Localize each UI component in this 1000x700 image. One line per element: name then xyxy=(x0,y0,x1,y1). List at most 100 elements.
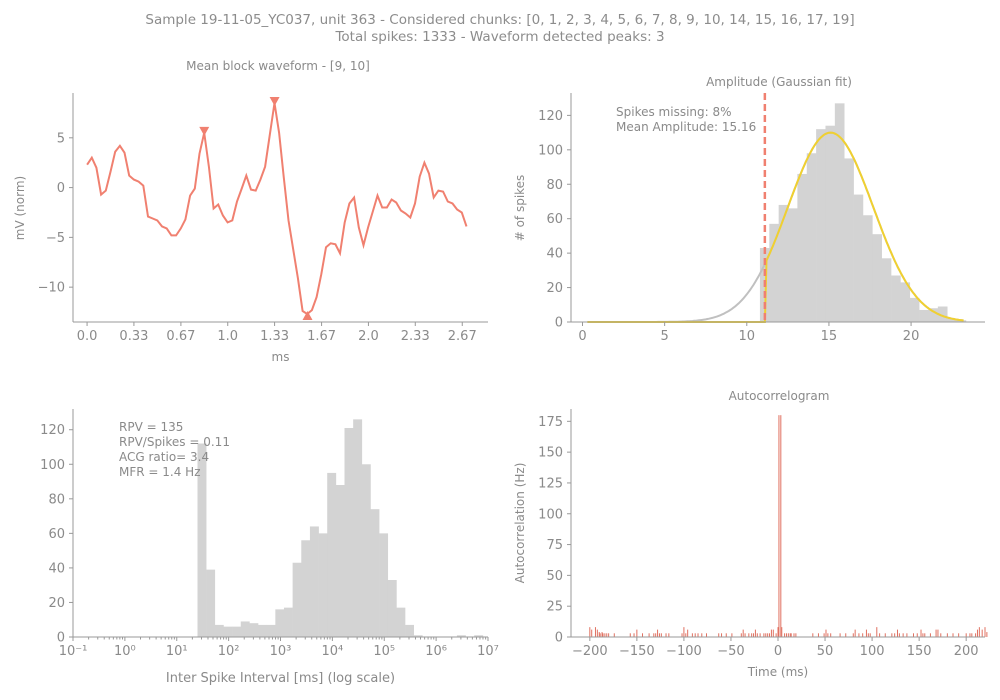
acg-bar xyxy=(830,633,832,637)
x-tick-label: 10³ xyxy=(270,644,292,659)
acg-bar xyxy=(763,633,765,637)
acg-bar xyxy=(778,415,780,637)
acg-bar xyxy=(613,633,615,637)
amplitude-bar xyxy=(853,194,864,322)
isi-bar xyxy=(456,635,466,637)
waveform-x-label: ms xyxy=(272,350,290,364)
y-tick-label: 20 xyxy=(546,281,563,296)
isi-bar xyxy=(206,569,216,637)
acg-bar xyxy=(817,633,819,637)
x-tick-label: −200 xyxy=(572,644,608,659)
acg-bar xyxy=(772,629,774,637)
acg-bar xyxy=(912,633,914,637)
y-tick-label: 120 xyxy=(538,109,563,124)
isi-bar xyxy=(232,626,242,637)
isi-bar xyxy=(379,533,389,637)
amplitude-bar xyxy=(844,158,854,322)
acg-bar xyxy=(790,633,792,637)
acg-bar xyxy=(769,633,771,637)
acg-bar xyxy=(976,629,978,637)
amplitude-bar xyxy=(919,309,929,322)
acg-bar xyxy=(906,633,908,637)
amplitude-annotation: Mean Amplitude: 15.16 xyxy=(616,120,756,134)
waveform-y-label: mV (norm) xyxy=(13,176,27,240)
figure-title-line-1: Sample 19-11-05_YC037, unit 363 - Consid… xyxy=(145,12,855,28)
y-tick-label: 0 xyxy=(57,181,65,196)
waveform-line xyxy=(86,102,468,316)
acg-bar xyxy=(986,632,988,637)
x-tick-label: 100 xyxy=(860,644,885,659)
x-tick-label: 2.67 xyxy=(448,329,477,344)
acg-bar xyxy=(753,633,755,637)
y-tick-label: 150 xyxy=(538,446,563,461)
acg-bar xyxy=(725,633,727,637)
x-tick-label: 50 xyxy=(817,644,834,659)
x-tick-label: −50 xyxy=(717,644,744,659)
acg-bar xyxy=(742,629,744,637)
acg-bar xyxy=(854,629,856,637)
acg-bar xyxy=(876,627,878,637)
amplitude-bar xyxy=(947,318,957,322)
acg-bar xyxy=(891,633,893,637)
acg-bar xyxy=(740,633,742,637)
acg-bar xyxy=(896,629,898,637)
isi-bar xyxy=(335,485,345,637)
x-tick-label: 0 xyxy=(774,644,782,659)
y-tick-label: 25 xyxy=(546,600,563,615)
acg-bar xyxy=(596,629,598,637)
acg-bar xyxy=(765,633,767,637)
amplitude-bar xyxy=(937,306,948,322)
autocorrelogram-panel: −200 −150 −100 −50 0 50 100 150 200 0 25 50 75 100 125… xyxy=(513,389,988,679)
acg-bar xyxy=(642,633,644,637)
acg-bar xyxy=(920,629,922,637)
x-tick-label: 10¹ xyxy=(166,644,188,659)
acg-bar xyxy=(787,633,789,637)
y-tick-label: 100 xyxy=(40,458,65,473)
acg-bar xyxy=(731,633,733,637)
acg-bar xyxy=(697,633,699,637)
acg-bar xyxy=(657,629,659,637)
x-tick-label: 200 xyxy=(954,644,979,659)
acg-bar xyxy=(965,633,967,637)
acg-bar xyxy=(902,633,904,637)
x-tick-label: 150 xyxy=(907,644,932,659)
x-tick-label: 1.33 xyxy=(260,329,289,344)
isi-bar xyxy=(353,419,363,637)
autocorrelogram-x-label: Time (ms) xyxy=(747,665,809,679)
acg-bar xyxy=(940,633,942,637)
isi-bar xyxy=(249,623,259,637)
isi-bar xyxy=(327,472,337,637)
acg-bar xyxy=(784,633,786,637)
isi-bar xyxy=(361,464,371,637)
acg-bar xyxy=(665,633,667,637)
isi-bar xyxy=(318,533,328,637)
isi-bar xyxy=(283,607,293,637)
acg-bar xyxy=(946,633,948,637)
acg-bar xyxy=(683,627,685,637)
acg-bar xyxy=(839,633,841,637)
isi-bar xyxy=(474,635,484,637)
amplitude-y-label: # of spikes xyxy=(513,175,527,242)
x-tick-label: 0.33 xyxy=(119,329,148,344)
acg-bar xyxy=(608,633,610,637)
acg-bar xyxy=(958,633,960,637)
acg-bar xyxy=(591,629,593,637)
x-tick-label: 10⁰ xyxy=(114,644,136,659)
y-tick-label: 40 xyxy=(48,561,65,576)
x-tick-label: −100 xyxy=(666,644,702,659)
acg-bar xyxy=(916,633,918,637)
acg-bar xyxy=(589,627,591,637)
acg-bar xyxy=(633,633,635,637)
isi-bar xyxy=(344,428,354,637)
acg-bar xyxy=(858,633,860,637)
amplitude-bar xyxy=(769,223,779,322)
y-tick-label: 60 xyxy=(546,212,563,227)
acg-bar xyxy=(935,629,937,637)
acg-bar xyxy=(718,633,720,637)
acg-bar xyxy=(694,633,696,637)
isi-bar xyxy=(405,624,414,637)
autocorrelogram-title: Autocorrelogram xyxy=(729,389,830,403)
isi-bar xyxy=(413,635,423,637)
isi-bar xyxy=(387,580,397,637)
